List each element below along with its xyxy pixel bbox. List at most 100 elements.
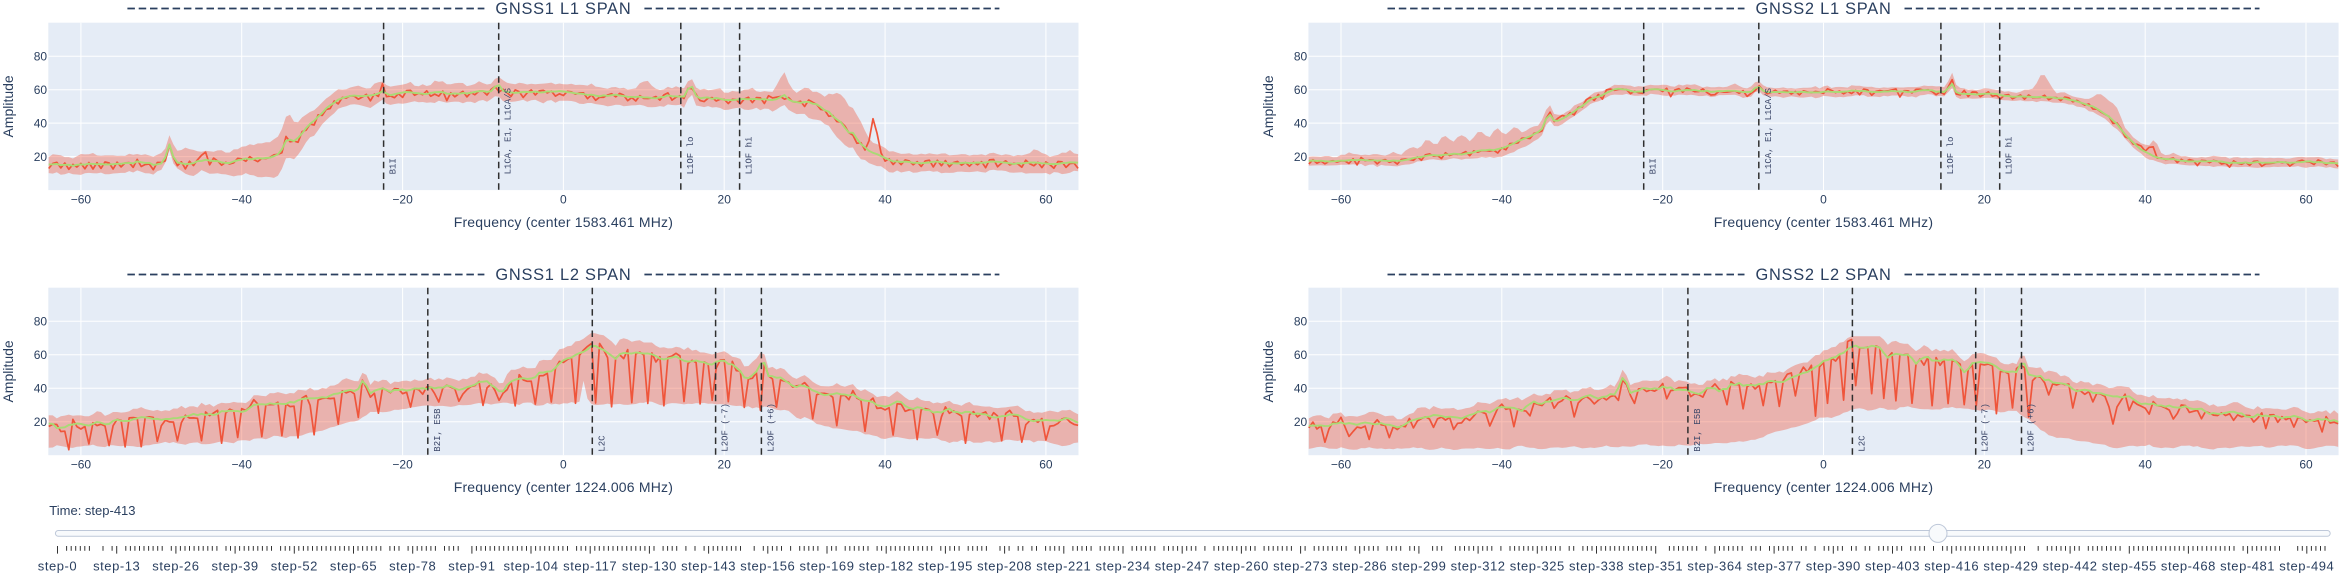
svg-text:60: 60 — [34, 83, 48, 97]
svg-text:L2C: L2C — [1857, 435, 1867, 452]
svg-text:60: 60 — [2299, 192, 2313, 206]
svg-text:step-286: step-286 — [1332, 559, 1387, 574]
svg-text:step-169: step-169 — [800, 559, 855, 574]
svg-text:Amplitude: Amplitude — [1260, 75, 1276, 137]
svg-text:−20: −20 — [392, 192, 413, 206]
svg-text:B2I, E5B: B2I, E5B — [433, 408, 443, 452]
svg-text:step-403: step-403 — [1865, 559, 1920, 574]
svg-text:−40: −40 — [1492, 192, 1513, 206]
svg-text:step-26: step-26 — [152, 559, 199, 574]
svg-text:−20: −20 — [392, 458, 413, 472]
svg-text:step-143: step-143 — [681, 559, 736, 574]
svg-text:L2OF (+6): L2OF (+6) — [2027, 403, 2037, 452]
svg-text:−20: −20 — [1653, 192, 1674, 206]
svg-text:step-13: step-13 — [93, 559, 140, 574]
svg-text:step-130: step-130 — [622, 559, 677, 574]
svg-text:step-39: step-39 — [211, 559, 258, 574]
svg-text:−60: −60 — [1331, 458, 1352, 472]
svg-text:Frequency (center 1224.006 MHz: Frequency (center 1224.006 MHz) — [454, 479, 673, 495]
svg-text:GNSS1 L1 SPAN: GNSS1 L1 SPAN — [495, 0, 631, 18]
svg-text:step-104: step-104 — [504, 559, 559, 574]
svg-text:L1OF hi: L1OF hi — [745, 137, 755, 175]
svg-text:step-260: step-260 — [1214, 559, 1269, 574]
svg-text:−40: −40 — [232, 192, 253, 206]
svg-text:step-65: step-65 — [330, 559, 377, 574]
svg-text:40: 40 — [2139, 458, 2153, 472]
svg-text:0: 0 — [560, 458, 567, 472]
svg-text:step-247: step-247 — [1155, 559, 1210, 574]
svg-text:L1CA, E1, L1CA/S: L1CA, E1, L1CA/S — [504, 88, 514, 174]
svg-text:step-182: step-182 — [859, 559, 914, 574]
svg-text:step-299: step-299 — [1391, 559, 1446, 574]
svg-text:40: 40 — [878, 458, 892, 472]
svg-text:step-442: step-442 — [2043, 559, 2098, 574]
svg-text:step-494: step-494 — [2279, 559, 2334, 574]
svg-text:GNSS2 L1 SPAN: GNSS2 L1 SPAN — [1755, 0, 1891, 18]
svg-text:80: 80 — [34, 315, 48, 329]
svg-text:L2OF (+6): L2OF (+6) — [766, 403, 776, 452]
svg-text:80: 80 — [34, 50, 48, 64]
svg-text:Amplitude: Amplitude — [1260, 340, 1276, 402]
svg-text:20: 20 — [1978, 192, 1992, 206]
svg-text:−20: −20 — [1653, 458, 1674, 472]
svg-text:step-312: step-312 — [1451, 559, 1506, 574]
svg-text:20: 20 — [34, 415, 48, 429]
svg-text:20: 20 — [1978, 458, 1992, 472]
svg-text:Amplitude: Amplitude — [0, 75, 16, 137]
svg-text:60: 60 — [1294, 348, 1308, 362]
svg-text:20: 20 — [1294, 415, 1308, 429]
svg-text:Frequency (center 1224.006 MHz: Frequency (center 1224.006 MHz) — [1714, 479, 1933, 495]
svg-text:step-221: step-221 — [1036, 559, 1091, 574]
svg-text:60: 60 — [1039, 458, 1053, 472]
svg-text:0: 0 — [1820, 192, 1827, 206]
svg-text:step-351: step-351 — [1628, 559, 1683, 574]
svg-text:GNSS2 L2 SPAN: GNSS2 L2 SPAN — [1755, 266, 1891, 284]
svg-text:Time: step-413: Time: step-413 — [49, 503, 135, 518]
svg-text:Frequency (center 1583.461 MHz: Frequency (center 1583.461 MHz) — [1714, 214, 1933, 230]
svg-text:60: 60 — [1294, 83, 1308, 97]
svg-text:80: 80 — [1294, 315, 1308, 329]
svg-text:40: 40 — [2139, 192, 2153, 206]
svg-text:step-208: step-208 — [977, 559, 1032, 574]
svg-text:Amplitude: Amplitude — [0, 340, 16, 402]
svg-text:step-364: step-364 — [1687, 559, 1742, 574]
svg-text:step-117: step-117 — [563, 559, 617, 574]
svg-text:L1CA, E1, L1CA/S: L1CA, E1, L1CA/S — [1764, 88, 1774, 174]
svg-text:40: 40 — [878, 192, 892, 206]
svg-text:L1OF lo: L1OF lo — [1946, 137, 1956, 175]
svg-text:step-78: step-78 — [389, 559, 436, 574]
svg-text:step-273: step-273 — [1273, 559, 1328, 574]
svg-text:L2OF (-7): L2OF (-7) — [721, 403, 731, 452]
svg-text:20: 20 — [718, 458, 732, 472]
svg-text:B1I: B1I — [1649, 158, 1659, 174]
svg-text:60: 60 — [34, 348, 48, 362]
svg-text:step-52: step-52 — [271, 559, 318, 574]
svg-text:0: 0 — [560, 192, 567, 206]
svg-text:L2C: L2C — [597, 435, 607, 452]
svg-text:step-455: step-455 — [2102, 559, 2157, 574]
svg-text:step-195: step-195 — [918, 559, 973, 574]
svg-text:step-91: step-91 — [448, 559, 495, 574]
svg-text:−40: −40 — [232, 458, 253, 472]
svg-text:40: 40 — [34, 382, 48, 396]
svg-text:−40: −40 — [1492, 458, 1513, 472]
svg-text:−60: −60 — [71, 192, 92, 206]
svg-text:step-234: step-234 — [1096, 559, 1151, 574]
svg-text:Frequency (center 1583.461 MHz: Frequency (center 1583.461 MHz) — [454, 214, 673, 230]
svg-text:L2OF (-7): L2OF (-7) — [1981, 403, 1991, 452]
svg-text:step-429: step-429 — [1983, 559, 2038, 574]
svg-text:0: 0 — [1820, 458, 1827, 472]
svg-text:step-416: step-416 — [1924, 559, 1979, 574]
svg-text:40: 40 — [1294, 382, 1308, 396]
svg-text:20: 20 — [34, 150, 48, 164]
svg-text:B2I, E5B: B2I, E5B — [1693, 408, 1703, 452]
svg-text:GNSS1 L2 SPAN: GNSS1 L2 SPAN — [495, 266, 631, 284]
svg-text:B1I: B1I — [389, 158, 399, 174]
svg-text:60: 60 — [1039, 192, 1053, 206]
svg-text:step-156: step-156 — [740, 559, 795, 574]
svg-text:step-325: step-325 — [1510, 559, 1565, 574]
svg-text:40: 40 — [1294, 116, 1308, 130]
svg-text:−60: −60 — [1331, 192, 1352, 206]
svg-text:60: 60 — [2299, 458, 2313, 472]
svg-text:20: 20 — [718, 192, 732, 206]
